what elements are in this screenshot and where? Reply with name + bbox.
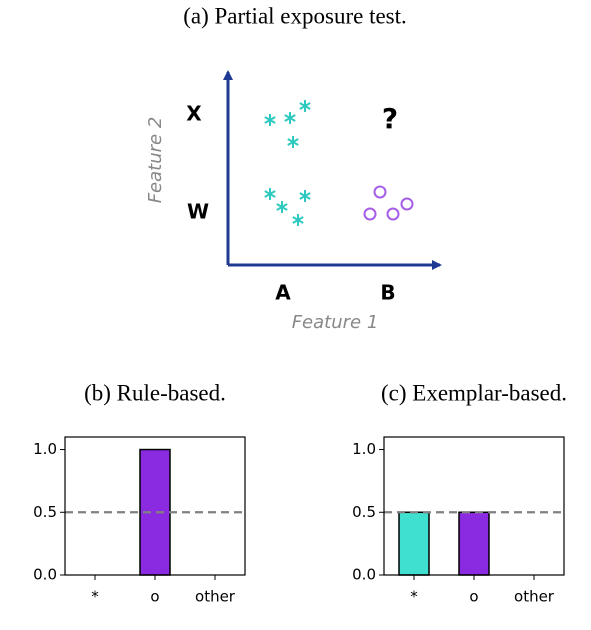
x-label: Feature 1 <box>292 312 379 333</box>
y-label: Feature 2 <box>145 117 166 204</box>
y-tick-label: 0.0 <box>33 566 57 584</box>
y-tick-label: 0.0 <box>352 566 376 584</box>
axes-frame <box>383 436 565 576</box>
bar <box>398 511 430 576</box>
y-category: X <box>186 102 202 126</box>
y-tick-label: 0.5 <box>352 503 376 521</box>
x-tick-label: o <box>150 588 159 606</box>
y-category: W <box>187 200 209 224</box>
x-tick-label: other <box>514 588 555 606</box>
y-tick-label: 1.0 <box>33 440 57 458</box>
query-mark: ? <box>382 102 398 135</box>
chart-title: (c) Exemplar-based. <box>381 380 567 405</box>
chart-title: (b) Rule-based. <box>84 380 226 405</box>
x-tick-label: * <box>410 588 418 606</box>
x-category: B <box>380 281 395 305</box>
x-tick-label: o <box>469 588 478 606</box>
x-tick-label: other <box>195 588 236 606</box>
x-tick-label: * <box>91 588 99 606</box>
bar <box>458 511 490 576</box>
circle-cluster <box>363 185 414 221</box>
star-cluster <box>263 99 312 227</box>
x-category: A <box>275 281 291 305</box>
y-tick-label: 0.5 <box>33 503 57 521</box>
y-tick-label: 1.0 <box>352 440 376 458</box>
caption: (a) Partial exposure test. <box>183 3 407 28</box>
axes-frame <box>64 436 246 576</box>
